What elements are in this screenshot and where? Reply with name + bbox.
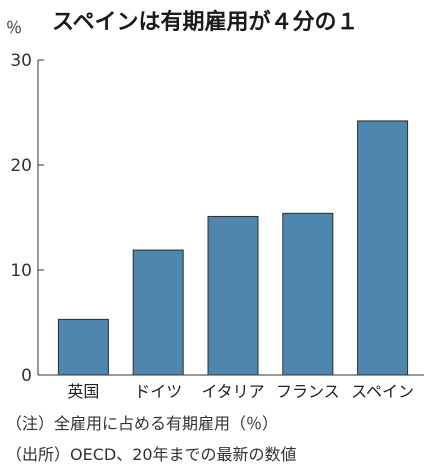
x-tick-label: イタリア (201, 382, 264, 401)
y-tick-label: 0 (21, 366, 32, 386)
bars-group (57, 120, 409, 376)
bar-1 (57, 318, 109, 376)
note-source: （出所）OECD、20年までの最新の数値 (6, 445, 297, 464)
x-tick-label: ドイツ (134, 382, 182, 401)
x-tick-label: スペイン (351, 382, 414, 401)
chart-title: スペインは有期雇用が４分の１ (52, 10, 359, 35)
bar-2 (132, 249, 184, 376)
bar-5 (357, 120, 409, 376)
note-footnote: （注）全雇用に占める有期雇用（％） (6, 414, 279, 433)
x-tick-label: 英国 (67, 382, 99, 401)
x-tick-label: フランス (276, 382, 340, 401)
axes-group (37, 59, 424, 376)
y-axis-unit: ％ (6, 18, 23, 37)
bar-chart: 英国 ドイツ イタリア フランス スペイン 0 10 20 30 (10, 51, 424, 401)
bar-3 (207, 215, 259, 376)
labels-group: 英国 ドイツ イタリア フランス スペイン 0 10 20 30 (10, 51, 414, 401)
y-tick-label: 10 (10, 261, 32, 281)
y-tick-label: 20 (10, 156, 32, 176)
y-tick-label: 30 (10, 51, 32, 71)
bar-4 (282, 212, 334, 376)
